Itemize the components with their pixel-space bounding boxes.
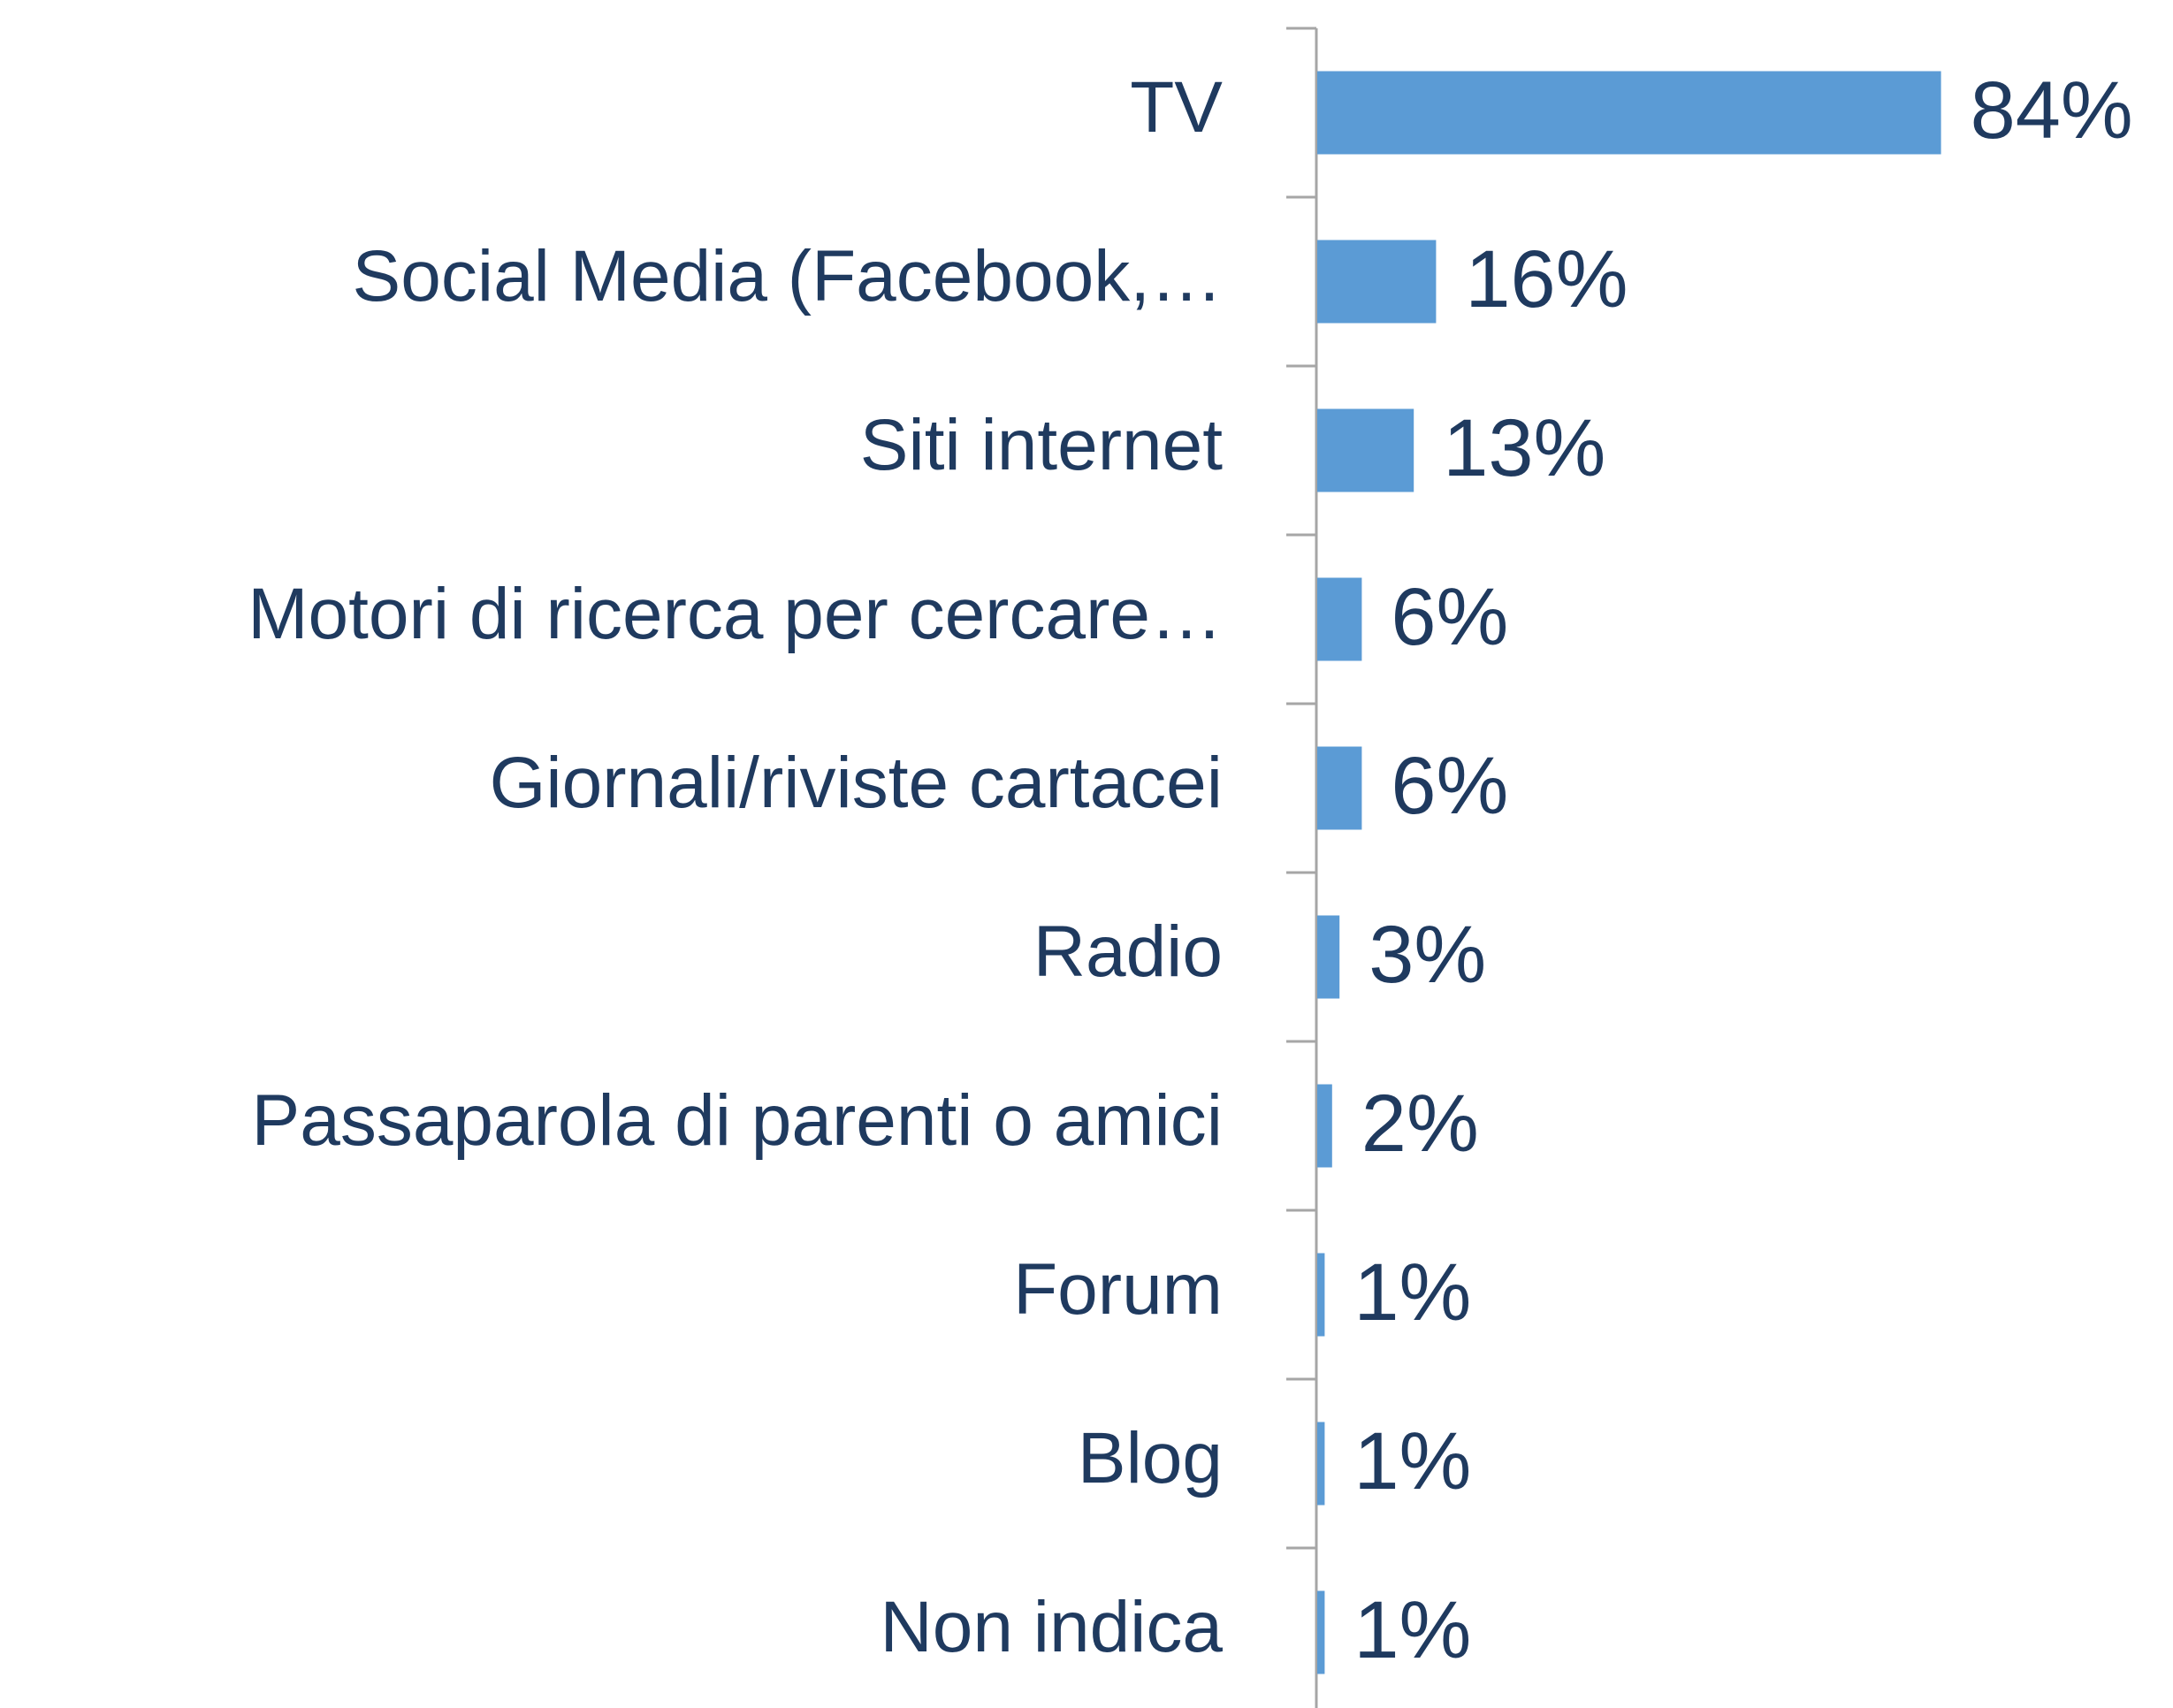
value-label: 2% — [1361, 1079, 1479, 1169]
category-label: Social Media (Facebook,… — [353, 236, 1223, 316]
bar — [1317, 71, 1941, 155]
bar — [1317, 577, 1362, 661]
value-label: 6% — [1391, 741, 1508, 831]
value-label: 16% — [1465, 234, 1628, 324]
bar — [1317, 408, 1414, 492]
category-label: Passaparola di parenti o amici — [252, 1080, 1223, 1161]
value-label: 84% — [1971, 65, 2133, 156]
category-label: Blog — [1078, 1418, 1223, 1498]
bar — [1317, 915, 1340, 999]
bar — [1317, 1590, 1325, 1674]
bar — [1317, 1084, 1332, 1168]
bar — [1317, 1253, 1325, 1337]
category-label: Non indica — [881, 1587, 1224, 1667]
category-label: Forum — [1013, 1249, 1223, 1330]
category-label: TV — [1130, 67, 1223, 148]
value-label: 1% — [1353, 1585, 1471, 1675]
category-label: Giornali/riviste cartacei — [490, 743, 1223, 823]
value-label: 1% — [1353, 1247, 1471, 1338]
bar — [1317, 746, 1362, 830]
category-label: Motori di ricerca per cercare… — [248, 574, 1223, 654]
value-label: 6% — [1391, 572, 1508, 662]
value-label: 1% — [1353, 1416, 1471, 1506]
value-label: 13% — [1443, 403, 1605, 493]
bar — [1317, 1422, 1325, 1506]
bar — [1317, 240, 1437, 324]
category-label: Radio — [1033, 911, 1223, 992]
category-label: Siti internet — [860, 405, 1223, 485]
value-label: 3% — [1369, 910, 1486, 1000]
